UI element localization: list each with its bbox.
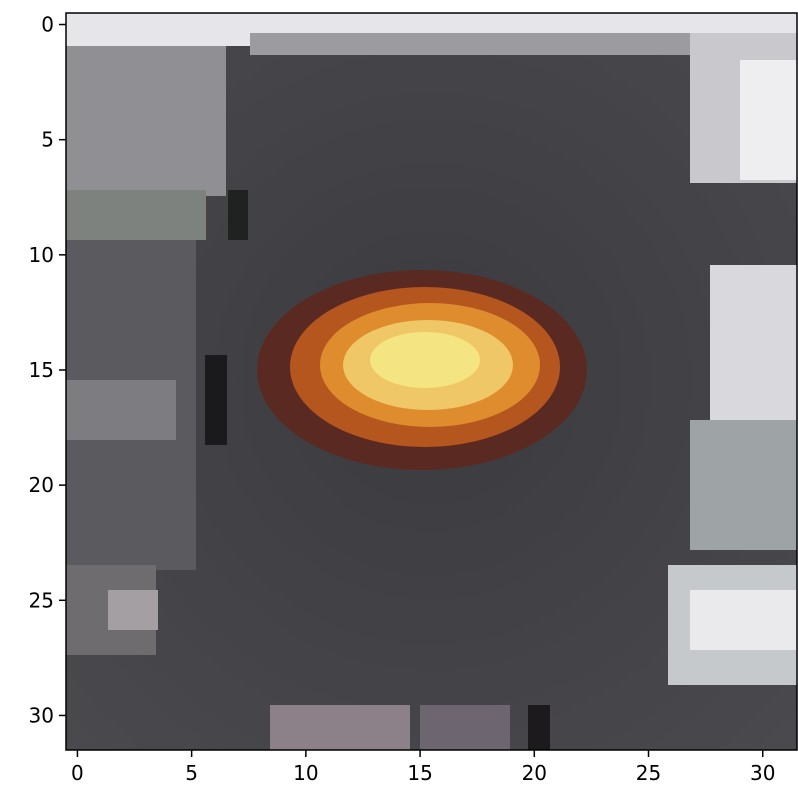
- x-tick-label: 20: [522, 761, 547, 785]
- left-lower-light: [108, 590, 158, 630]
- right-mid-white: [710, 265, 797, 435]
- y-tick-label: 20: [29, 473, 54, 497]
- y-tick-label: 10: [29, 243, 54, 267]
- x-tick-label: 0: [71, 761, 84, 785]
- y-tick-label: 30: [29, 703, 54, 727]
- x-axis: 0 5 10 15 20 25 30: [71, 750, 775, 785]
- y-tick-label: 5: [41, 128, 54, 152]
- x-tick-label: 10: [293, 761, 318, 785]
- dark-accent-1: [228, 190, 248, 240]
- dark-accent-3: [528, 705, 550, 750]
- top-gray-band: [250, 33, 690, 55]
- left-gray-block: [66, 46, 226, 196]
- y-tick-label: 15: [29, 358, 54, 382]
- y-tick-label: 0: [41, 13, 54, 37]
- right-top-white: [740, 60, 797, 180]
- left-mid-light: [66, 380, 176, 440]
- light-core: [370, 332, 480, 388]
- y-axis: 0 5 10 15 20 25 30: [29, 13, 66, 727]
- bottom-light-block: [270, 705, 410, 750]
- x-tick-label: 25: [636, 761, 661, 785]
- x-tick-label: 30: [750, 761, 775, 785]
- bottom-mid-block: [420, 705, 510, 750]
- axes-frame: [65, 12, 798, 751]
- dark-accent-2: [205, 355, 227, 445]
- left-green-gray-block: [66, 190, 206, 240]
- y-tick-label: 25: [29, 588, 54, 612]
- x-tick-label: 5: [185, 761, 198, 785]
- x-tick-label: 15: [407, 761, 432, 785]
- right-mid-gray: [690, 420, 797, 550]
- image-area: [66, 13, 797, 750]
- right-lower-white: [690, 590, 797, 650]
